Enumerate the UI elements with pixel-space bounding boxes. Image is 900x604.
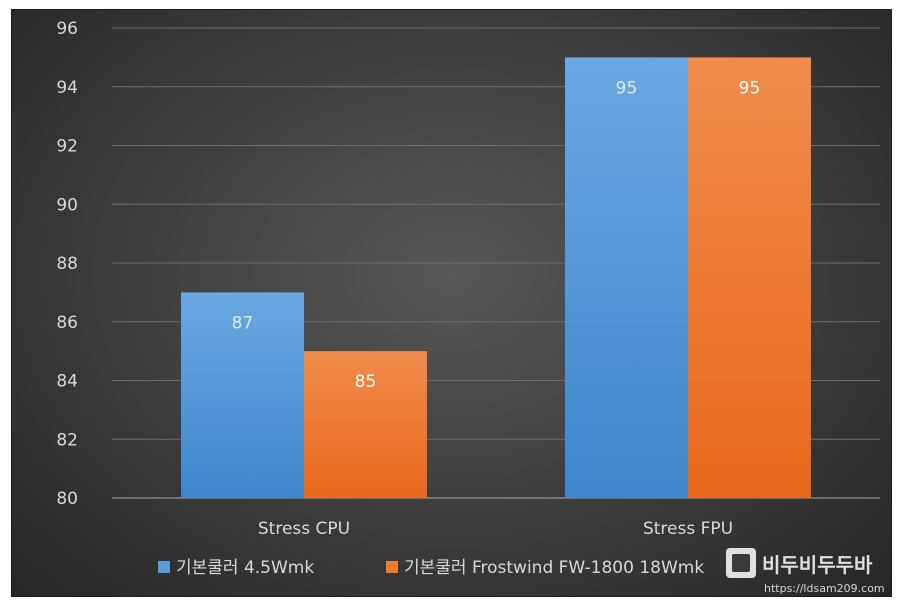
data-label: 87 (232, 313, 254, 333)
data-label: 95 (739, 78, 761, 98)
y-tick-label: 92 (56, 137, 78, 157)
bar (565, 57, 688, 498)
y-tick-label: 88 (56, 254, 78, 274)
bars (181, 57, 811, 498)
chart-area: 80 82 84 86 88 90 92 94 96 87 85 95 95 Stress CPU St… (11, 9, 892, 597)
data-label: 95 (616, 78, 638, 98)
y-tick-label: 84 (56, 372, 78, 392)
legend-swatch (386, 561, 398, 573)
watermark-logo: 비두비두두바 https://ldsam209.com (726, 548, 885, 595)
data-label: 85 (355, 372, 377, 392)
y-tick-label: 80 (56, 489, 78, 509)
legend: 기본쿨러 4.5Wmk 기본쿨러 Frostwind FW-1800 18Wmk (158, 558, 704, 578)
legend-swatch (158, 561, 170, 573)
legend-label: 기본쿨러 4.5Wmk (176, 558, 314, 578)
legend-label: 기본쿨러 Frostwind FW-1800 18Wmk (404, 558, 704, 578)
data-labels: 87 85 95 95 (232, 78, 761, 392)
y-tick-label: 90 (56, 195, 78, 215)
y-tick-label: 82 (56, 430, 78, 450)
x-category-label: Stress CPU (258, 519, 350, 539)
y-tick-label: 94 (56, 78, 78, 98)
bar (304, 351, 427, 498)
x-axis: Stress CPU Stress FPU (258, 519, 733, 539)
bar (688, 57, 811, 498)
y-axis: 80 82 84 86 88 90 92 94 96 (56, 19, 78, 509)
y-tick-label: 86 (56, 313, 78, 333)
watermark-url: https://ldsam209.com (764, 582, 885, 595)
bar (181, 292, 304, 498)
watermark-text: 비두비두두바 (762, 553, 873, 577)
y-tick-label: 96 (56, 19, 78, 39)
x-category-label: Stress FPU (643, 519, 733, 539)
